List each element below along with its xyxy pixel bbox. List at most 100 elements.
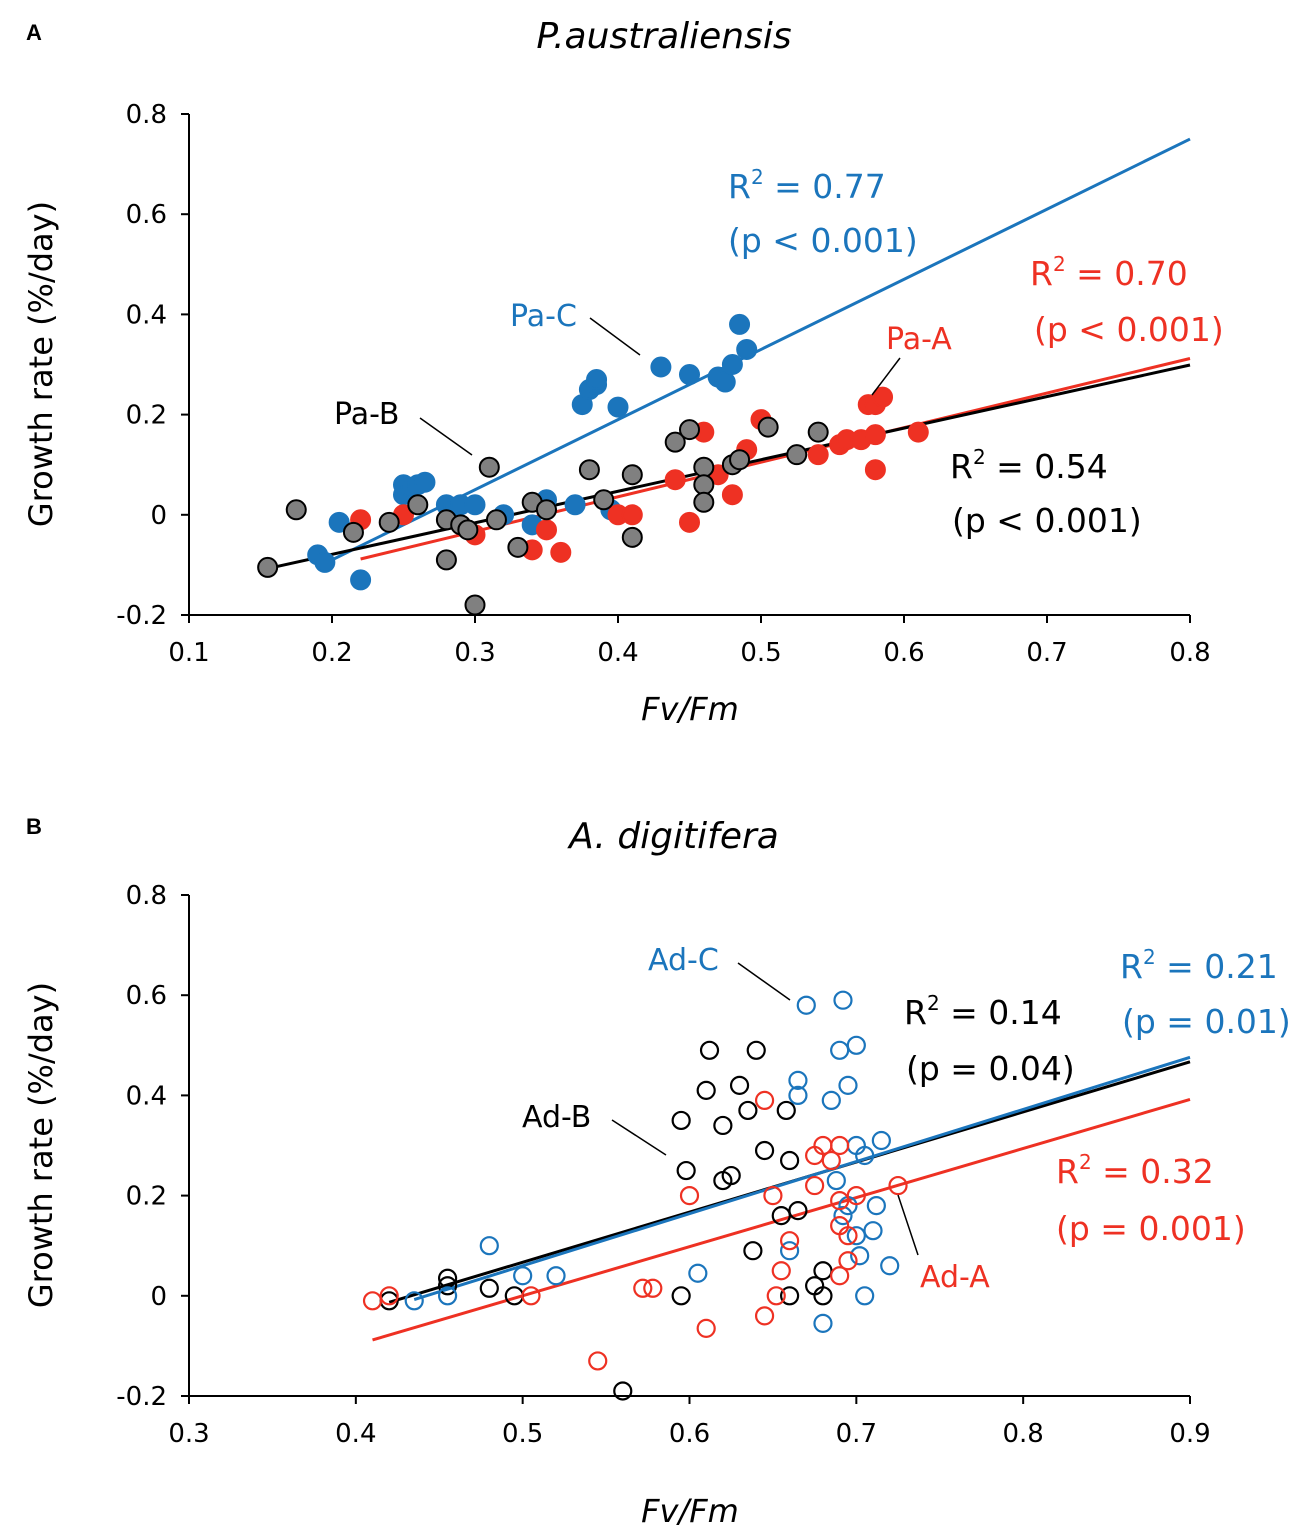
data-point-ad-a <box>633 1278 653 1298</box>
data-point-ad-c <box>826 1170 846 1191</box>
x-tick-label: 0.4 <box>335 1419 376 1449</box>
data-point-pa-c <box>607 396 629 418</box>
data-point-ad-b <box>813 1286 833 1306</box>
data-point-ad-b <box>676 1160 696 1181</box>
x-tick-label: 0.4 <box>597 638 638 668</box>
data-point-ad-a <box>679 1185 700 1206</box>
data-point-pa-b <box>693 474 715 496</box>
data-point-ad-c <box>437 1286 458 1306</box>
data-point-ad-b <box>738 1100 758 1121</box>
data-point-pa-c <box>729 313 751 335</box>
data-point-pa-c <box>714 371 736 393</box>
p-annotation-ad-a: (p = 0.001) <box>1056 1209 1246 1248</box>
data-point-ad-c <box>830 1040 850 1060</box>
y-tick-label: 0 <box>150 1282 167 1312</box>
data-point-ad-a <box>696 1318 716 1338</box>
panel-letter-b: B <box>26 814 42 839</box>
data-point-ad-b <box>813 1261 833 1281</box>
data-point-ad-b <box>479 1278 499 1298</box>
x-tick-label: 0.7 <box>1026 638 1067 668</box>
data-point-ad-a <box>838 1226 858 1246</box>
y-axis-label-a: Growth rate (%/day) <box>22 201 60 527</box>
data-point-pa-b <box>457 519 479 541</box>
data-point-ad-c <box>688 1263 708 1283</box>
fit-line-ad-a <box>372 1097 1191 1342</box>
fit-line-pa-c <box>331 137 1191 562</box>
data-point-pa-b <box>342 521 364 543</box>
y-tick-label: 0.4 <box>126 300 167 330</box>
p-annotation-pa-a: (p < 0.001) <box>1034 310 1224 349</box>
data-point-ad-c <box>880 1256 900 1276</box>
data-point-ad-a <box>821 1150 841 1171</box>
x-tick-label: 0.6 <box>669 1419 710 1449</box>
data-point-pa-c <box>314 551 336 573</box>
data-point-ad-b <box>696 1080 716 1100</box>
series-label-ad-a: Ad-A <box>920 1260 990 1295</box>
x-tick-label: 0.8 <box>1169 638 1210 668</box>
data-point-ad-b <box>721 1165 741 1186</box>
data-point-pa-a <box>807 444 829 466</box>
data-point-pa-c <box>464 494 486 516</box>
series-label-pa-b: Pa-B <box>334 397 399 432</box>
data-point-ad-b <box>779 1286 800 1306</box>
data-point-pa-b <box>478 456 500 478</box>
data-point-ad-c <box>833 1206 853 1226</box>
data-point-pa-b <box>621 464 643 486</box>
x-tick-label: 0.1 <box>168 638 209 668</box>
data-point-pa-a <box>864 459 886 481</box>
data-point-ad-c <box>788 1070 808 1090</box>
regression-lines-b <box>372 1055 1191 1342</box>
y-tick-labels-b: -0.2 0 0.2 0.4 0.6 0.8 <box>116 881 167 1412</box>
data-point-pa-b <box>464 594 486 616</box>
data-point-pa-b <box>593 489 615 511</box>
data-point-ad-b <box>699 1040 720 1060</box>
y-tick-label: -0.2 <box>116 1382 167 1412</box>
data-point-pa-c <box>328 511 350 533</box>
r2-annotation-pa-c: R2 = 0.77 <box>728 165 886 206</box>
data-point-pa-a <box>679 511 700 533</box>
data-point-pa-a <box>536 519 557 541</box>
x-tick-label: 0.9 <box>1169 1419 1210 1449</box>
x-tick-label: 0.2 <box>311 638 352 668</box>
data-point-pa-b <box>536 499 557 521</box>
data-point-pa-a <box>872 386 894 408</box>
data-point-pa-c <box>721 354 743 375</box>
y-tick-label: 0.8 <box>126 881 167 911</box>
x-tick-label: 0.3 <box>168 1419 209 1449</box>
x-tick-labels-a: 0.1 0.2 0.3 0.4 0.5 0.6 0.7 0.8 <box>168 638 1210 668</box>
data-point-ad-b <box>743 1241 763 1261</box>
tick-marks-a <box>181 113 1191 623</box>
data-point-ad-c <box>821 1090 841 1111</box>
data-point-pa-b <box>693 491 715 513</box>
data-point-ad-c <box>479 1236 499 1256</box>
x-tick-labels-b: 0.3 0.4 0.5 0.6 0.7 0.8 0.9 <box>168 1419 1210 1449</box>
data-point-ad-a <box>838 1251 858 1271</box>
data-point-pa-c <box>736 338 758 360</box>
data-point-ad-c <box>796 995 816 1015</box>
y-tick-label: 0.2 <box>126 1182 167 1212</box>
x-tick-label: 0.8 <box>1002 1419 1043 1449</box>
data-point-pa-b <box>807 421 829 443</box>
x-axis-label-b: Fv/Fm <box>641 1492 739 1530</box>
y-tick-labels-a: -0.2 0 0.2 0.4 0.6 0.8 <box>116 100 167 631</box>
data-point-ad-a <box>805 1175 825 1196</box>
panel-a: A P.australiensis -0.200.20.40.60.8 0.1 0… <box>22 16 1224 728</box>
data-point-pa-b <box>621 526 643 548</box>
data-point-ad-b <box>437 1276 458 1296</box>
data-point-pa-b <box>485 509 507 531</box>
leader-line-ad-b <box>611 1119 667 1156</box>
x-tick-label: 0.5 <box>740 638 781 668</box>
tick-marks-b <box>181 894 1191 1404</box>
data-point-pa-c <box>414 471 436 493</box>
data-point-ad-a <box>763 1185 783 1206</box>
r2-annotation-pa-b: R2 = 0.54 <box>950 445 1108 486</box>
y-tick-label: 0.6 <box>126 200 167 230</box>
data-point-pa-b <box>757 416 779 438</box>
x-axis-label-a: Fv/Fm <box>641 690 739 728</box>
data-point-ad-a <box>588 1351 608 1371</box>
data-point-pa-c <box>650 356 672 378</box>
leader-line-pa-c <box>589 317 641 356</box>
data-point-ad-c <box>788 1085 808 1106</box>
panel-letter-a: A <box>26 20 42 45</box>
data-point-pa-b <box>679 419 700 441</box>
